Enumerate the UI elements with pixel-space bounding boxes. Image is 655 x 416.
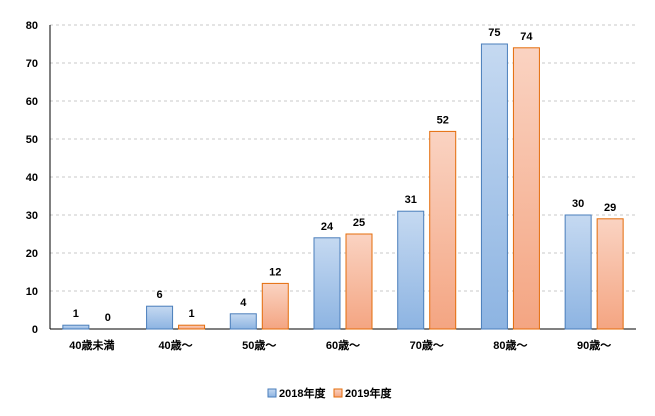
y-tick-label: 0 (32, 324, 38, 336)
y-tick-label: 40 (26, 172, 38, 184)
legend: 2018年度 2019年度 (267, 386, 392, 400)
bar-series2 (178, 324, 206, 330)
x-tick-label: 60歳～ (326, 338, 360, 352)
x-tick-label: 40歳未満 (69, 338, 114, 352)
bar-series2 (345, 233, 373, 330)
legend-swatch (333, 388, 343, 398)
data-label: 52 (437, 114, 449, 126)
data-label: 1 (189, 308, 195, 320)
data-label: 25 (353, 217, 365, 229)
bar-series1 (146, 305, 174, 330)
data-label: 31 (405, 194, 417, 206)
y-tick-label: 30 (26, 210, 38, 222)
legend-label: 2018年度 (279, 386, 326, 400)
y-tick-label: 10 (26, 286, 38, 298)
data-label: 24 (321, 221, 334, 233)
data-label: 30 (572, 198, 584, 210)
data-labels: 1 0 6 1 4 12 24 25 31 52 75 74 30 29 (73, 27, 616, 324)
x-axis-tick-labels: 40歳未満 40歳～ 50歳～ 60歳～ 70歳～ 80歳～ 90歳～ (69, 338, 611, 352)
y-tick-label: 70 (26, 58, 38, 70)
y-tick-label: 50 (26, 134, 38, 146)
x-tick-label: 90歳～ (577, 338, 611, 352)
bar-series1 (480, 43, 508, 330)
gridlines (50, 24, 636, 292)
legend-label: 2019年度 (345, 386, 392, 400)
bar-series1 (564, 214, 592, 330)
x-tick-label: 70歳～ (410, 338, 444, 352)
bar-series1 (62, 324, 90, 330)
data-label: 6 (157, 289, 163, 301)
y-tick-label: 80 (26, 20, 38, 32)
x-tick-label: 40歳～ (158, 338, 192, 352)
bar-series2 (261, 282, 289, 330)
data-label: 74 (520, 31, 533, 43)
bar-series1 (229, 313, 257, 330)
x-tick-label: 80歳～ (493, 338, 527, 352)
data-label: 29 (604, 202, 616, 214)
data-label: 4 (240, 297, 247, 309)
data-label: 12 (269, 266, 281, 278)
data-label: 75 (488, 27, 500, 39)
data-label: 0 (105, 312, 111, 324)
y-tick-label: 60 (26, 96, 38, 108)
bar-series2 (512, 47, 540, 330)
y-tick-label: 20 (26, 248, 38, 260)
bar-series2 (596, 218, 624, 330)
legend-swatch (267, 388, 277, 398)
bar-series1 (397, 210, 425, 330)
y-axis-tick-labels: 0 10 20 30 40 50 60 70 80 (26, 20, 38, 336)
bar-series1 (313, 237, 341, 330)
bars (62, 43, 624, 330)
bar-series2 (429, 130, 457, 330)
data-label: 1 (73, 308, 79, 320)
x-tick-label: 50歳～ (242, 338, 276, 352)
